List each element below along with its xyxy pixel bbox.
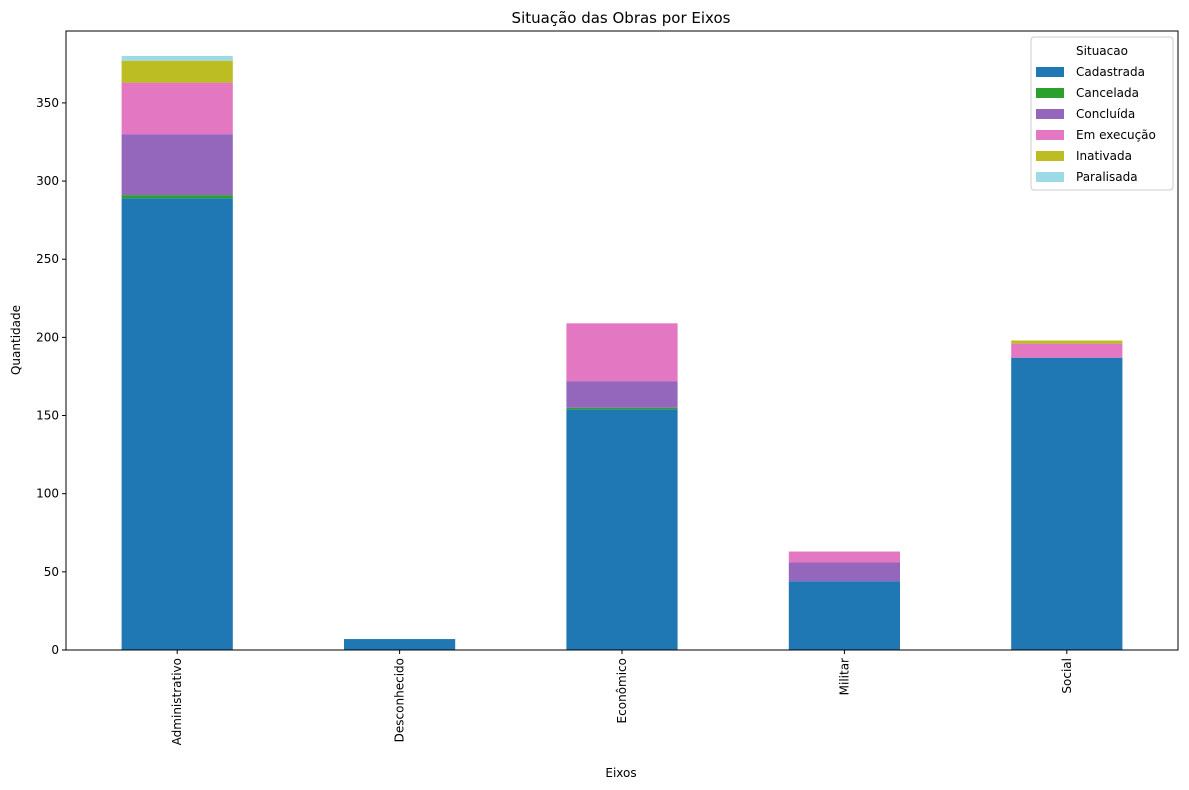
bar-segment-4-3 xyxy=(788,562,900,582)
bar-segment-1-2 xyxy=(121,195,233,199)
bar-segment-1-6 xyxy=(121,56,233,61)
bar-segment-1-4 xyxy=(121,82,233,135)
y-tick-label: 250 xyxy=(36,252,59,266)
chart-title: Situação das Obras por Eixos xyxy=(512,9,731,27)
y-tick-label: 350 xyxy=(36,96,59,110)
y-tick-label: 0 xyxy=(51,643,59,657)
bar-segment-3-4 xyxy=(566,323,678,382)
bar-segment-5-1 xyxy=(1011,357,1123,650)
legend-frame xyxy=(1030,36,1174,191)
bar-segment-5-4 xyxy=(1011,343,1123,358)
legend: Situacao Cadastrada Cancelada Concluída Em … xyxy=(1030,36,1174,191)
x-tick-label: Social xyxy=(1060,658,1074,694)
bar-segment-4-4 xyxy=(788,551,900,563)
x-tick-label: Administrativo xyxy=(170,658,184,745)
bar-segment-4-1 xyxy=(788,581,900,650)
legend-swatch xyxy=(1036,151,1064,161)
legend-swatch xyxy=(1036,172,1064,182)
legend-entry-label: Inativada xyxy=(1076,149,1132,163)
bar-segment-1-5 xyxy=(121,60,233,83)
bar-segment-3-1 xyxy=(566,409,678,650)
x-axis-label: Eixos xyxy=(605,766,636,780)
bar-segment-1-3 xyxy=(121,134,233,196)
y-axis-label: Quantidade xyxy=(9,305,23,375)
bar-segment-2-1 xyxy=(344,639,456,650)
x-tick-label: Militar xyxy=(837,658,851,695)
y-tick-label: 50 xyxy=(44,565,59,579)
bar-segment-5-5 xyxy=(1011,340,1123,344)
y-tick-label: 300 xyxy=(36,174,59,188)
legend-entry-label: Cancelada xyxy=(1076,86,1139,100)
legend-entry-label: Concluída xyxy=(1076,107,1135,121)
y-tick-label: 150 xyxy=(36,409,59,423)
legend-title: Situacao xyxy=(1076,44,1128,58)
legend-swatch xyxy=(1036,109,1064,119)
legend-swatch xyxy=(1036,67,1064,77)
y-tick-label: 100 xyxy=(36,487,59,501)
legend-swatch xyxy=(1036,88,1064,98)
bar-segment-3-2 xyxy=(566,407,678,410)
bar-segment-3-3 xyxy=(566,381,678,408)
x-tick-label: Desconhecido xyxy=(393,658,407,742)
legend-entry-label: Cadastrada xyxy=(1076,65,1145,79)
legend-entry-label: Em execução xyxy=(1076,128,1156,142)
y-tick-label: 200 xyxy=(36,330,59,344)
bar-segment-1-1 xyxy=(121,198,233,650)
x-tick-label: Econômico xyxy=(615,658,629,723)
x-axis: Administrativo Desconhecido Econômico Milit… xyxy=(170,650,1074,745)
y-axis: 0 50 100 150 200 250 300 350 xyxy=(36,96,66,657)
legend-swatch xyxy=(1036,130,1064,140)
legend-entry-label: Paralisada xyxy=(1076,170,1138,184)
legend-items: Cadastrada Cancelada Concluída Em execução I… xyxy=(1036,65,1156,184)
bars-layer xyxy=(121,56,1123,650)
